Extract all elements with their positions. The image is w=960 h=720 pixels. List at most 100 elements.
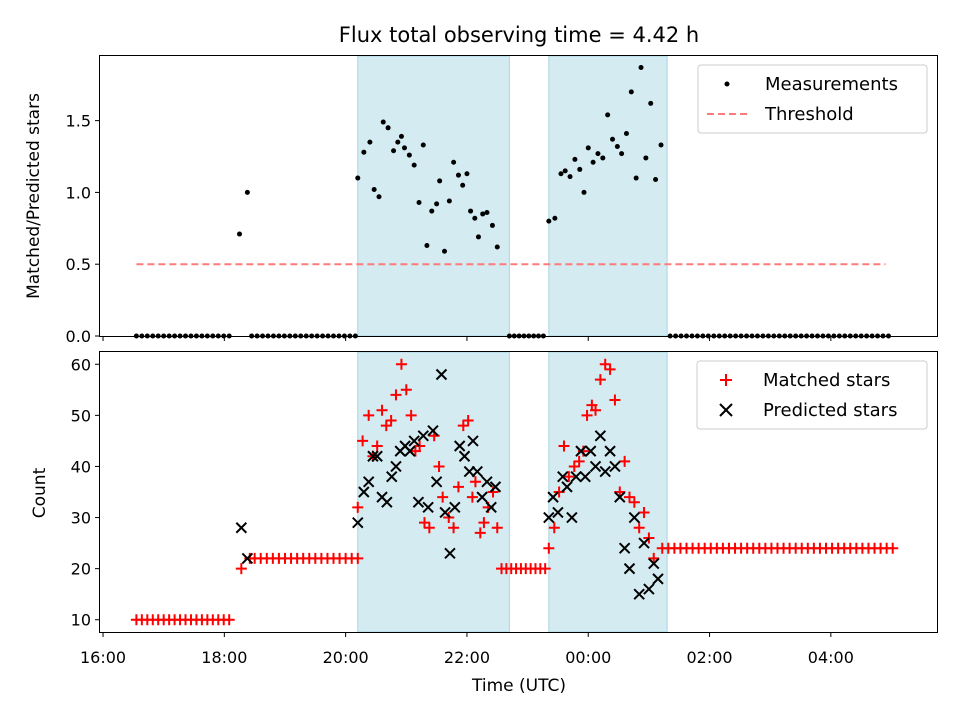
predicted-star-point bbox=[648, 557, 660, 570]
measurement-point bbox=[585, 145, 591, 151]
measurement-point bbox=[558, 171, 564, 177]
measurement-point bbox=[380, 119, 386, 125]
matched-star-point bbox=[423, 522, 435, 534]
measurement-point bbox=[361, 149, 367, 155]
predicted-star-point bbox=[584, 445, 597, 457]
predicted-star-point bbox=[362, 476, 375, 488]
measurement-point bbox=[464, 171, 470, 177]
matched-star-point bbox=[395, 358, 407, 370]
measurement-point bbox=[489, 222, 495, 228]
matched-star-point bbox=[599, 358, 611, 370]
predicted-star-point bbox=[628, 511, 641, 524]
predicted-star-point bbox=[427, 424, 439, 437]
legend-measurements-marker bbox=[724, 81, 730, 87]
count-legend-box bbox=[696, 360, 928, 430]
matched-star-point bbox=[352, 552, 364, 564]
observing-window-1 bbox=[357, 55, 510, 337]
measurement-point bbox=[420, 142, 426, 148]
measurement-point bbox=[434, 201, 440, 207]
measurement-point bbox=[600, 155, 606, 161]
matched-star-point bbox=[633, 522, 645, 534]
matched-star-point bbox=[437, 491, 449, 503]
measurement-point bbox=[567, 174, 573, 180]
predicted-star-point bbox=[476, 491, 488, 503]
predicted-star-point bbox=[609, 460, 621, 473]
matched-star-point bbox=[648, 552, 660, 564]
matched-star-point bbox=[638, 506, 650, 518]
matched-star-point bbox=[887, 542, 899, 554]
matched-star-point bbox=[418, 517, 430, 529]
y-tick-label: 1.0 bbox=[66, 183, 91, 202]
matched-star-point bbox=[609, 394, 621, 406]
measurement-point bbox=[451, 159, 457, 165]
measurement-point bbox=[619, 151, 625, 157]
measurement-point bbox=[572, 156, 578, 162]
predicted-star-point bbox=[444, 547, 456, 560]
measurement-point bbox=[484, 210, 490, 216]
matched-star-point bbox=[619, 455, 631, 467]
measurement-point bbox=[590, 159, 596, 165]
y-tick-label: 20 bbox=[71, 560, 91, 579]
x-tick-label: 00:00 bbox=[565, 648, 611, 667]
predicted-star-point bbox=[467, 435, 479, 447]
matched-star-point bbox=[558, 440, 570, 452]
predicted-star-point bbox=[358, 486, 370, 498]
count-legend: Matched stars Predicted stars bbox=[696, 360, 928, 430]
predicted-star-point bbox=[381, 496, 393, 508]
matched-star-point bbox=[474, 527, 486, 539]
measurement-point bbox=[244, 189, 250, 195]
x-tick-label: 04:00 bbox=[808, 648, 854, 667]
matched-star-point bbox=[235, 563, 247, 575]
predicted-star-point bbox=[543, 511, 555, 524]
matched-star-point bbox=[628, 496, 640, 508]
matched-star-point bbox=[604, 363, 616, 375]
ratio-legend-box bbox=[697, 64, 928, 134]
legend-matched-marker bbox=[720, 374, 732, 386]
observing-window-2 bbox=[548, 55, 668, 337]
measurement-point bbox=[494, 244, 500, 250]
ratio-panel-frame bbox=[99, 55, 938, 337]
matched-star-point bbox=[462, 414, 474, 426]
ratio-legend: Measurements Threshold bbox=[697, 64, 928, 134]
measurement-point bbox=[643, 155, 649, 161]
matched-star-point bbox=[363, 409, 375, 421]
matched-star-point bbox=[405, 409, 417, 421]
predicted-star-point bbox=[594, 430, 607, 442]
predicted-star-point bbox=[618, 542, 631, 554]
matched-star-point bbox=[581, 409, 593, 421]
measurement-point bbox=[595, 151, 601, 157]
measurement-point bbox=[355, 175, 361, 181]
measurement-point bbox=[406, 152, 412, 158]
matched-star-point bbox=[623, 491, 635, 503]
measurement-point bbox=[475, 234, 481, 240]
measurement-point bbox=[658, 142, 664, 148]
measurement-point bbox=[581, 189, 587, 195]
predicted-star-point bbox=[566, 511, 578, 524]
matched-star-point bbox=[376, 404, 388, 416]
predicted-star-point bbox=[352, 516, 364, 529]
predicted-star-point bbox=[604, 445, 616, 457]
legend-measurements-label: Measurements bbox=[765, 74, 898, 95]
matched-star-point bbox=[452, 481, 464, 493]
legend-predicted-label: Predicted stars bbox=[763, 400, 897, 421]
measurement-point bbox=[442, 248, 448, 254]
x-tick-label: 02:00 bbox=[686, 648, 732, 667]
predicted-star-point bbox=[367, 450, 379, 462]
predicted-star-point bbox=[386, 470, 398, 483]
ratio-panel: 0.0 0.5 1.0 1.5 Matched/Predicted stars Mea… bbox=[24, 55, 938, 346]
predicted-star-point bbox=[390, 460, 402, 473]
measurement-point bbox=[460, 182, 466, 188]
predicted-star-point bbox=[430, 476, 443, 488]
matched-star-point bbox=[573, 455, 585, 467]
measurement-point bbox=[385, 125, 391, 131]
predicted-star-point bbox=[643, 583, 655, 595]
matched-star-point bbox=[400, 384, 412, 396]
matched-star-point bbox=[385, 414, 397, 426]
y-tick-label: 40 bbox=[71, 457, 91, 476]
matched-star-point bbox=[548, 522, 560, 534]
predicted-star-point bbox=[439, 506, 451, 519]
predicted-star-point bbox=[485, 501, 497, 514]
matched-star-point bbox=[491, 522, 503, 534]
matched-star-point bbox=[223, 614, 235, 626]
predicted-star-point bbox=[552, 506, 564, 519]
